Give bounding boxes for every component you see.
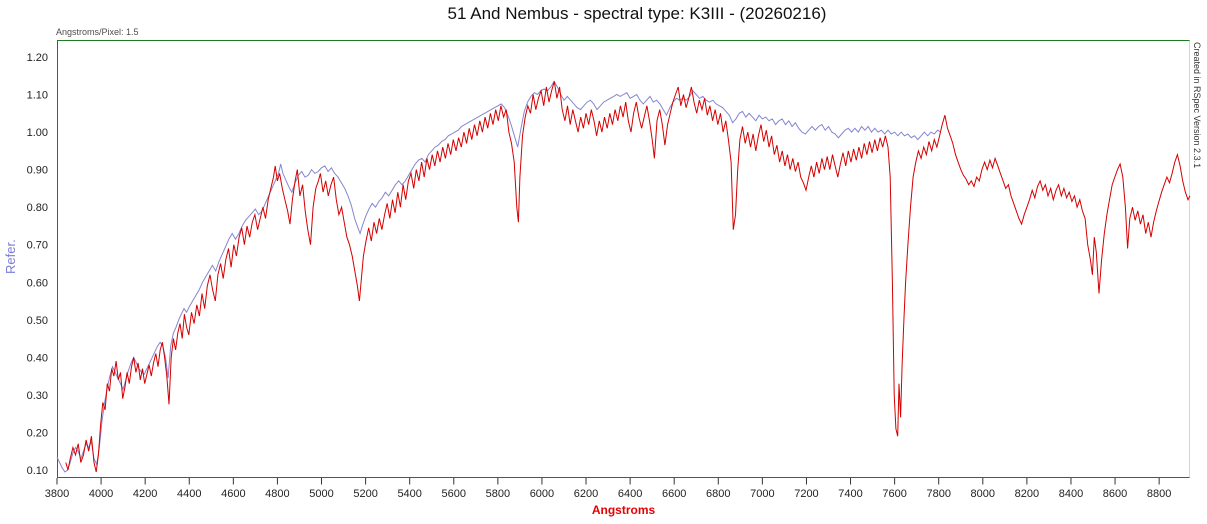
x-tick-label: 8200 [1015,488,1039,500]
y-tick-label: 0.40 [27,352,48,364]
y-tick-label: 1.00 [27,127,48,139]
x-tick-label: 7800 [926,488,950,500]
x-tick-label: 8400 [1059,488,1083,500]
x-axis-ticks [56,478,1160,485]
target-spectrum-line [65,81,1191,473]
y-tick-label: 0.30 [27,390,48,402]
x-tick-label: 8000 [971,488,995,500]
x-tick-label: 5400 [397,488,421,500]
x-axis-tick-labels: 3800 4000 4200 4400 4600 4800 5000 5200 5400 5600… [45,488,1172,500]
x-tick-label: 4400 [177,488,201,500]
y-tick-label: 1.20 [27,52,48,64]
x-tick-label: 4800 [265,488,289,500]
y-tick-label: 0.10 [27,465,48,477]
x-tick-label: 3800 [45,488,69,500]
y-tick-label: 0.20 [27,427,48,439]
x-tick-label: 4000 [89,488,113,500]
x-tick-label: 7600 [882,488,906,500]
watermark-version-label: Created in RSpec Version 2.3.1 [1192,42,1202,169]
y-tick-label: 0.60 [27,277,48,289]
plot-border [57,40,1190,478]
chart-title: 51 And Nembus - spectral type: K3III - (… [447,4,827,23]
x-tick-label: 6400 [618,488,642,500]
y-tick-label: 0.70 [27,240,48,252]
x-tick-label: 7200 [794,488,818,500]
y-axis-tick-labels: 1.20 1.10 1.00 0.90 0.80 0.70 0.60 0.50 0.40 0.30… [27,52,48,477]
x-tick-label: 6600 [662,488,686,500]
y-tick-label: 0.90 [27,165,48,177]
x-tick-label: 6200 [574,488,598,500]
y-tick-label: 1.10 [27,90,48,102]
x-tick-label: 8800 [1147,488,1171,500]
x-tick-label: 5200 [353,488,377,500]
x-tick-label: 5800 [486,488,510,500]
y-tick-label: 0.50 [27,315,48,327]
reference-spectrum-line [56,80,941,473]
x-tick-label: 7400 [838,488,862,500]
x-tick-label: 4200 [133,488,157,500]
x-tick-label: 5000 [309,488,333,500]
x-tick-label: 7000 [750,488,774,500]
x-axis-title: Angstroms [591,503,656,517]
y-tick-label: 0.80 [27,202,48,214]
x-tick-label: 4600 [221,488,245,500]
x-tick-label: 6000 [530,488,554,500]
x-tick-label: 5600 [442,488,466,500]
x-tick-label: 8600 [1103,488,1127,500]
x-tick-label: 6800 [706,488,730,500]
angstroms-per-pixel-label: Angstroms/Pixel: 1.5 [56,27,139,37]
